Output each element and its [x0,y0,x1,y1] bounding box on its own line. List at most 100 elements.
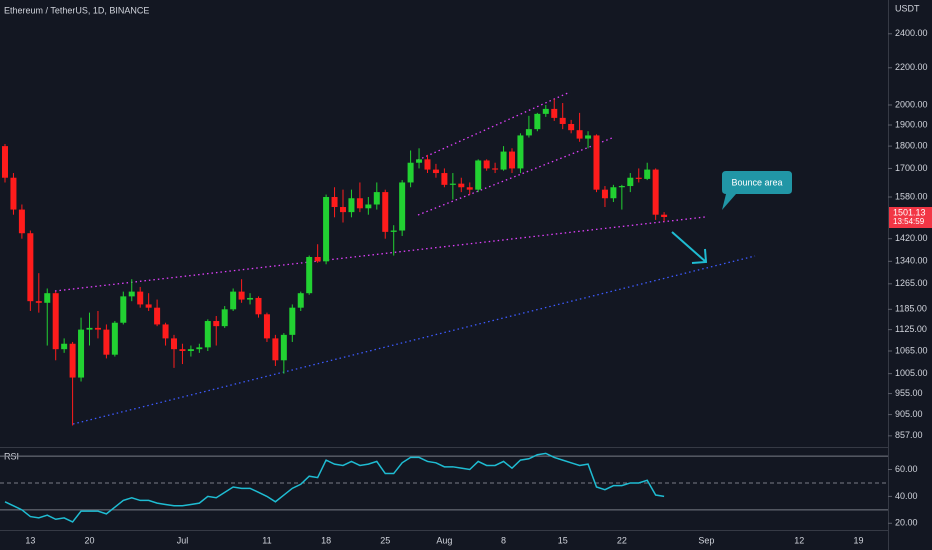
chart-title: Ethereum / TetherUS, 1D, BINANCE [4,5,149,15]
candle-body [61,343,68,350]
channel-lower [417,137,613,216]
x-tick-label: 22 [617,535,627,545]
candle-body [424,159,431,170]
candle-body [221,309,228,327]
candle-body [416,159,423,163]
candle-body [171,338,177,350]
candle-body [120,296,127,323]
price-tag-label: 1501.13 [893,207,926,217]
x-tick-label: 12 [794,535,804,545]
candle-body [399,182,406,231]
candle-body [27,233,34,302]
candle-body [534,113,541,130]
candle-body [78,329,85,378]
candle-body [10,177,17,210]
candle-body [323,197,330,262]
currency: USDT [895,3,920,13]
candle-body [432,169,439,174]
candle-body [635,177,642,179]
trendline [54,216,706,292]
candle-body [365,204,372,209]
x-tick-label: Jul [177,535,189,545]
y-tick-label: 905.00 [895,409,923,419]
y-tick-label: 1265.00 [895,278,928,288]
y-tick-label: 2000.00 [895,99,928,109]
candle-body [213,321,220,327]
candle-body [407,162,414,183]
candle-body [247,297,254,300]
candle-body [204,321,211,348]
callout [722,171,792,210]
candle-body [86,327,93,330]
candle-body [187,349,194,352]
candle-body [18,209,25,234]
x-tick-label: 20 [84,535,94,545]
rsi-tick-label: 40.00 [895,491,918,501]
channel-upper [417,91,571,161]
candle-body [154,307,161,325]
candle-body [35,301,42,303]
candle-body [517,135,524,169]
candle-body [475,160,482,190]
candle-body [137,291,144,305]
candle-body [348,198,355,213]
candle-body [94,327,101,330]
rsi-tick-label: 60.00 [895,464,918,474]
y-tick-label: 1185.00 [895,304,927,314]
candle-body [255,297,262,315]
candle-body [644,169,651,179]
rsi-tick-label: 20.00 [895,518,918,528]
candle-body [593,135,600,190]
candle-body [525,129,532,136]
y-tick-label: 2200.00 [895,62,928,72]
rsi-line [4,452,665,523]
candle-body [179,349,186,352]
candle-body [162,324,169,339]
candle-body [314,256,321,262]
x-tick-label: 13 [25,535,35,545]
candle-body [441,173,448,185]
candle-body [111,322,118,355]
candle-body [542,108,549,114]
arrow [671,231,708,264]
candle-body [382,192,389,232]
candle-body [568,123,575,131]
x-tick-label: 15 [558,535,568,545]
x-tick-label: 25 [380,535,390,545]
candle-body [238,291,245,300]
candle-body [44,293,51,303]
candle-body [263,314,270,339]
candle-body [103,329,110,355]
candle-body [610,187,617,199]
x-tick-label: 19 [853,535,863,545]
candle-body [509,151,515,169]
y-tick-label: 1125.00 [895,324,927,334]
y-tick-label: 1580.00 [895,191,928,201]
candle-body [2,146,8,178]
y-tick-label: 1065.00 [895,345,928,355]
candle-body [559,117,566,124]
y-tick-label: 1900.00 [895,119,928,129]
candle-body [306,256,313,294]
y-tick-label: 955.00 [895,388,923,398]
candle-body [289,307,296,335]
candle-body [390,230,397,232]
candle-body [373,192,380,205]
candle-body [145,304,152,308]
x-tick-label: 8 [501,535,506,545]
y-tick-label: 1340.00 [895,256,928,266]
candle-body [297,293,304,308]
y-tick-label: 1700.00 [895,163,928,173]
candle-body [340,207,346,213]
annotation: Bounce area [731,177,782,187]
y-tick-label: 857.00 [895,430,923,440]
x-tick-label: Aug [436,535,452,545]
candle-body [500,151,507,170]
candle-body [272,338,279,361]
x-tick-label: 18 [321,535,331,545]
candle-body [551,108,558,118]
candle-body [280,334,287,361]
